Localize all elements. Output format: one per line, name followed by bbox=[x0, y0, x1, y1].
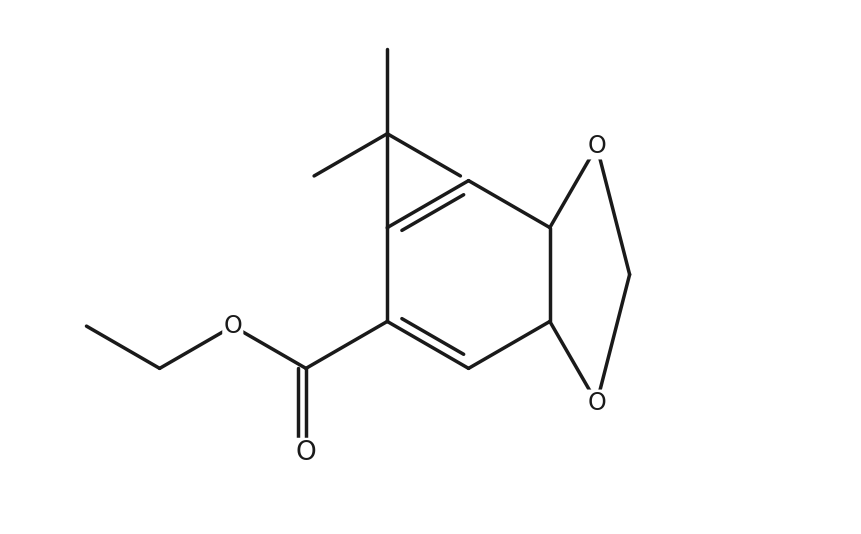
Text: O: O bbox=[223, 314, 242, 338]
Text: O: O bbox=[586, 391, 605, 415]
Text: O: O bbox=[295, 440, 316, 466]
Text: O: O bbox=[586, 134, 605, 158]
